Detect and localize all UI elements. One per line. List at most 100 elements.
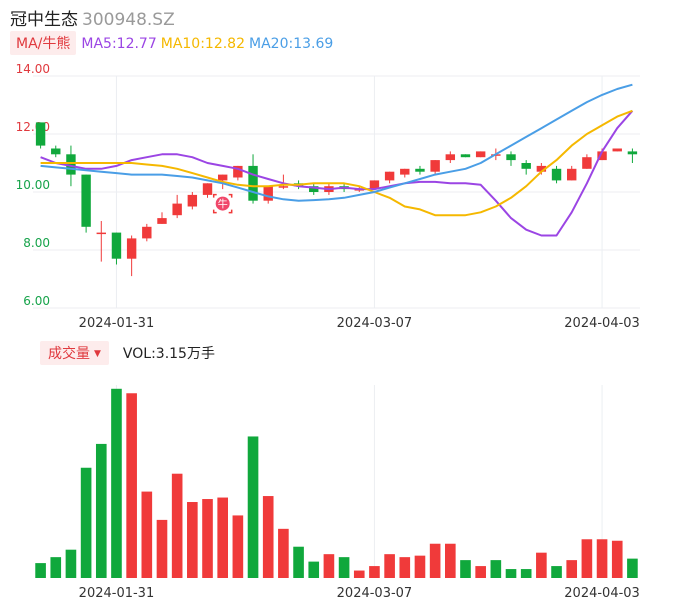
candle-body [81, 174, 91, 227]
volume-indicator-selector[interactable]: 成交量 ▼ [40, 341, 109, 365]
volume-bar [399, 557, 411, 578]
candlestick [415, 165, 425, 175]
candlestick [521, 160, 531, 175]
volume-bar [308, 561, 320, 578]
volume-bar [611, 540, 623, 578]
candle-body [309, 186, 319, 192]
volume-bar [217, 497, 228, 578]
x-tick-label: 2024-04-03 [564, 586, 640, 601]
candlestick [81, 174, 91, 233]
volume-bar [247, 436, 259, 578]
candle-body [612, 148, 622, 152]
candle-body [142, 226, 152, 239]
volume-bar [232, 515, 244, 578]
bull-badge: 牛 [212, 193, 233, 214]
candlestick [278, 174, 289, 190]
candlestick [309, 183, 319, 195]
candlestick [551, 165, 562, 184]
candle-body [233, 165, 243, 178]
candle-body [202, 183, 213, 195]
candlestick [157, 212, 167, 224]
volume-tag-label: 成交量 [48, 346, 90, 362]
badge-text: 牛 [218, 198, 228, 211]
ma5-legend: MA5:12.77 [81, 36, 157, 52]
y-tick-label: 6.00 [23, 294, 50, 308]
candle-body [536, 165, 547, 172]
volume-bar [369, 566, 380, 578]
volume-bar [187, 502, 198, 578]
candlestick [172, 194, 182, 219]
bull-icon [215, 196, 230, 211]
candle-body [248, 165, 258, 201]
candlestick [35, 122, 46, 149]
candle-body [172, 203, 182, 216]
volume-bar [293, 546, 304, 578]
volume-bar [353, 570, 365, 578]
volume-value: VOL:3.15万手 [122, 346, 215, 362]
candlestick [51, 145, 61, 158]
volume-bar [384, 554, 395, 578]
badge-corners [212, 193, 233, 214]
volume-bar [490, 560, 502, 578]
candle-body [51, 148, 61, 155]
volume-bar [596, 539, 608, 578]
candle-body [460, 154, 471, 158]
volume-bar [520, 569, 532, 578]
ma-indicator-selector[interactable]: MA/牛熊 [10, 31, 77, 55]
volume-legend: 成交量 ▼ VOL:3.15万手 [40, 341, 215, 365]
volume-bar [171, 473, 183, 578]
candle-body [111, 232, 122, 259]
candle-body [475, 151, 486, 158]
volume-bar [156, 519, 168, 578]
volume-bar [323, 554, 335, 578]
stock-header: 冠中生态 300948.SZ [10, 5, 175, 30]
candle-body [369, 180, 380, 190]
candlestick [430, 160, 440, 175]
candlestick [248, 154, 258, 204]
ma5-line [40, 110, 634, 237]
y-tick-label: 8.00 [23, 236, 50, 250]
volume-bar [141, 491, 153, 578]
volume-bar [445, 543, 456, 578]
volume-bar [80, 467, 92, 578]
x-tick-label: 2024-03-07 [337, 316, 413, 331]
candle-body [627, 151, 638, 155]
volume-bar [338, 557, 350, 578]
candle-body [157, 218, 167, 224]
candle-body [96, 232, 106, 235]
x-tick-label: 2024-04-03 [564, 316, 640, 331]
volume-bar [505, 569, 517, 578]
candlestick [263, 186, 273, 204]
candle-body [597, 151, 607, 161]
stock-code: 300948.SZ [82, 10, 175, 30]
volume-bar [35, 563, 46, 578]
stock-name: 冠中生态 [10, 10, 78, 30]
candlestick [612, 148, 622, 152]
candlestick [627, 148, 638, 163]
candlestick [187, 192, 198, 210]
volume-bar [111, 388, 122, 578]
volume-bar [581, 539, 593, 578]
candlestick [475, 151, 486, 158]
candle-body [521, 163, 531, 169]
volume-bar [536, 552, 547, 578]
ma20-legend: MA20:13.69 [249, 36, 334, 52]
candle-body [400, 168, 410, 175]
volume-bar [460, 560, 471, 578]
x-tick-label: 2024-03-07 [337, 586, 413, 601]
candle-body [567, 168, 577, 181]
candle-body [506, 154, 516, 161]
candlestick [582, 154, 592, 169]
volume-bar [65, 549, 77, 578]
candle-body [430, 160, 440, 172]
volume-bar [95, 443, 107, 578]
candlestick [142, 223, 152, 242]
ma20-line [40, 83, 633, 202]
candle-body [582, 157, 592, 169]
volume-bar [126, 393, 137, 578]
volume-bar [429, 543, 441, 578]
candle-body [66, 154, 76, 175]
volume-bar [50, 557, 62, 578]
candlestick [202, 183, 213, 198]
